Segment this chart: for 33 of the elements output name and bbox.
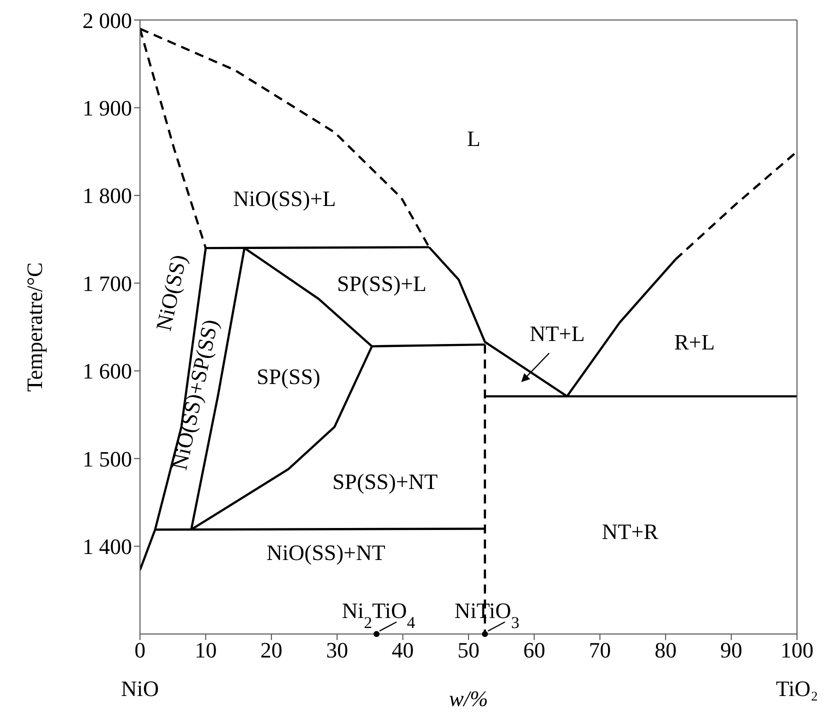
x-tick-label: 100 [780,638,814,663]
text: NiO [121,676,159,701]
x-tick-label: 0 [134,638,146,663]
y-tick-label: 1 900 [82,96,132,121]
annotation: SP(SS)+NT [332,468,438,494]
x-tick-label: 60 [523,638,546,663]
y-axis-title: Temperatre/°C [22,262,47,392]
annotation: NiO(SS)+L [233,186,336,211]
x-tick-label: 50 [458,638,480,663]
y-tick-label: 1 500 [82,446,132,472]
x-tick-label: 40 [392,638,414,663]
x-tick-label: 10 [194,638,217,663]
x-tick-label: 90 [720,638,742,663]
y-tick-label: 1 700 [82,270,132,296]
x-tick-label: 30 [326,638,348,663]
text: TiO₂ [776,676,818,701]
annotation: R+L [674,329,715,354]
y-tick-label: 2 000 [82,8,132,33]
annotation: NT+R [602,519,659,544]
annotation: Ni$_{2}$TiO$_{4}$ [342,598,416,632]
x-tick-label: 80 [654,638,677,663]
annotation: SP(SS) [256,364,320,389]
y-tick-label: 1 800 [82,183,132,208]
annotation: L [467,126,480,152]
annotation: SP(SS)+L [337,271,427,296]
annotation: NiO(SS)+NT [266,540,386,566]
x-tick-label: 20 [260,638,282,663]
x-axis-title: w/% [448,686,488,711]
y-tick-label: 1 600 [82,358,132,384]
x-tick-label: 70 [588,638,611,663]
annotation: NT+L [530,320,585,346]
y-tick-label: 1 400 [82,534,132,560]
annotation: NiTiO$_{3}$ [454,598,520,632]
